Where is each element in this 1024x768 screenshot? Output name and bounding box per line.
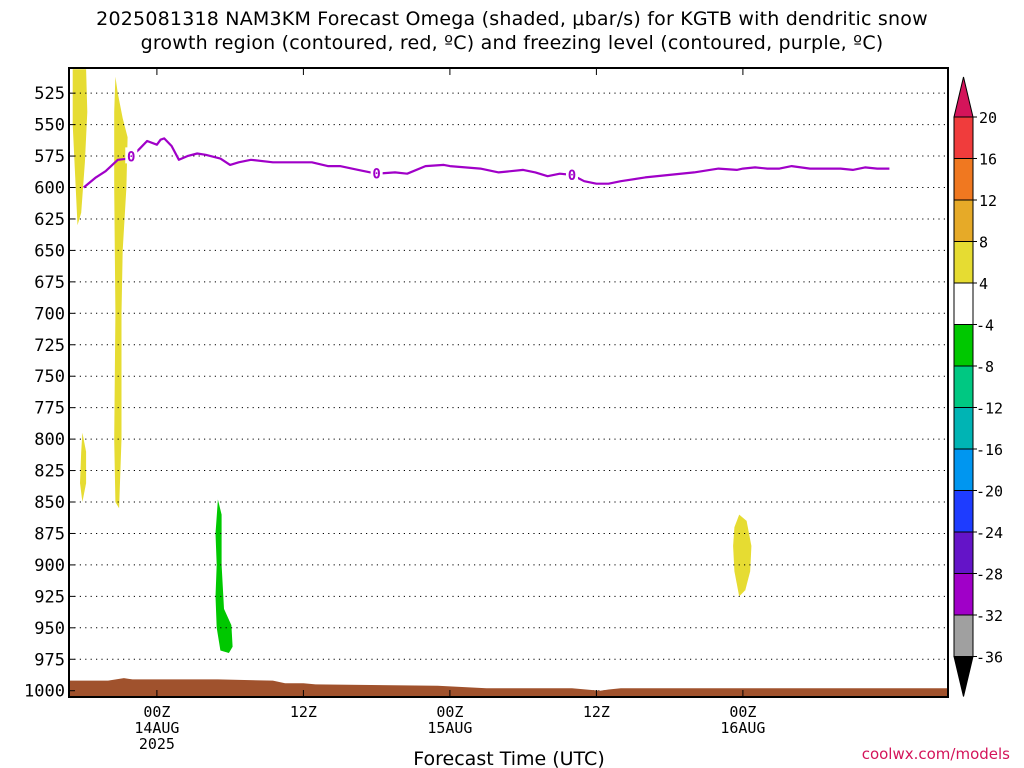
colorbar-bin-6 [953,282,974,325]
y-tick-label-800: 800 [34,430,65,450]
chart-title: 2025081318 NAM3KM Forecast Omega (shaded… [96,8,928,30]
colorbar-label-10: -20 [976,483,1003,501]
y-tick-label-550: 550 [34,116,65,136]
y-tick-label-525: 525 [34,84,65,104]
y-tick-label-725: 725 [34,336,65,356]
terrain-fill [69,678,948,697]
colorbar-bin-15 [953,656,974,697]
colorbar-label-3: 12 [979,192,997,210]
freezing-label-bg-1 [125,147,138,164]
y-tick-label-950: 950 [34,619,65,639]
y-tick-label-625: 625 [34,210,65,230]
chart-subtitle: growth region (contoured, red, ºC) and f… [140,32,884,54]
colorbar-bin-13 [953,573,974,616]
freezing-level-label-3: 0 [568,168,576,184]
freezing-label-bg-3 [565,165,578,182]
colorbar-label-14: -36 [976,649,1003,667]
colorbar-bin-10 [953,448,974,491]
x-axis-title: Forecast Time (UTC) [413,748,604,768]
colorbar-label-6: -4 [976,317,994,335]
colorbar-bin-2 [953,116,974,159]
colorbar-bin-1 [953,76,974,118]
y-tick-label-900: 900 [34,556,65,576]
colorbar-bin-12 [953,531,974,574]
colorbar-label-8: -12 [976,400,1003,418]
y-tick-label-750: 750 [34,367,65,387]
y-tick-label-700: 700 [34,304,65,324]
plot-frame [68,67,949,698]
x-tick-label-3-1: 00Z [436,703,463,721]
plot-layer: 0 0 0 [69,69,948,697]
omega-region-3 [80,432,87,502]
x-tick-label-2-1: 12Z [290,703,317,721]
colorbar-bin-5 [953,241,974,284]
omega-region-1 [72,69,88,226]
plot-area [69,68,948,697]
x-tick-label-5-2: 16AUG [720,719,765,737]
y-tick-label-825: 825 [34,462,65,482]
y-tick-label-775: 775 [34,399,65,419]
x-tick-label-1-1: 00Z [143,703,170,721]
colorbar-bin-4 [953,199,974,242]
colorbar-label-9: -16 [976,441,1003,459]
x-tick-label-1-2: 14AUG [134,719,179,737]
colorbar-bin-7 [953,324,974,367]
colorbar-label-5: 4 [979,275,988,293]
y-tick-label-650: 650 [34,241,65,261]
x-tick-label-5-1: 00Z [729,703,756,721]
y-tick-label-925: 925 [34,587,65,607]
omega-region-4 [215,499,233,653]
freezing-level-line [82,137,890,189]
colorbar-label-12: -28 [976,566,1003,584]
colorbar-label-13: -32 [976,607,1003,625]
y-tick-label-975: 975 [34,650,65,670]
y-tick-label-575: 575 [34,147,65,167]
freezing-level-label-1: 0 [127,149,135,165]
colorbar-bin-8 [953,365,974,408]
colorbar-bin-9 [953,407,974,450]
y-tick-label-875: 875 [34,524,65,544]
y-tick-label-600: 600 [34,179,65,199]
credit-watermark: coolwx.com/models [861,745,1010,763]
freezing-label-bg-2 [370,164,383,181]
omega-region-5 [733,514,752,597]
x-tick-label-4-1: 12Z [583,703,610,721]
x-tick-label-1-3: 2025 [139,735,175,753]
omega-region-2 [114,76,128,509]
y-tick-label-1000: 1000 [24,682,65,702]
colorbar-label-11: -24 [976,524,1003,542]
colorbar-bin-3 [953,158,974,201]
colorbar-bin-14 [953,614,974,657]
y-tick-label-850: 850 [34,493,65,513]
colorbar-label-4: 8 [979,234,988,252]
y-tick-label-675: 675 [34,273,65,293]
colorbar-label-2: 16 [979,151,997,169]
colorbar-label-7: -8 [976,358,994,376]
colorbar-label-1: 20 [979,109,997,127]
freezing-level-label-2: 0 [372,167,380,183]
x-tick-label-3-2: 15AUG [427,719,472,737]
colorbar-bin-11 [953,490,974,533]
